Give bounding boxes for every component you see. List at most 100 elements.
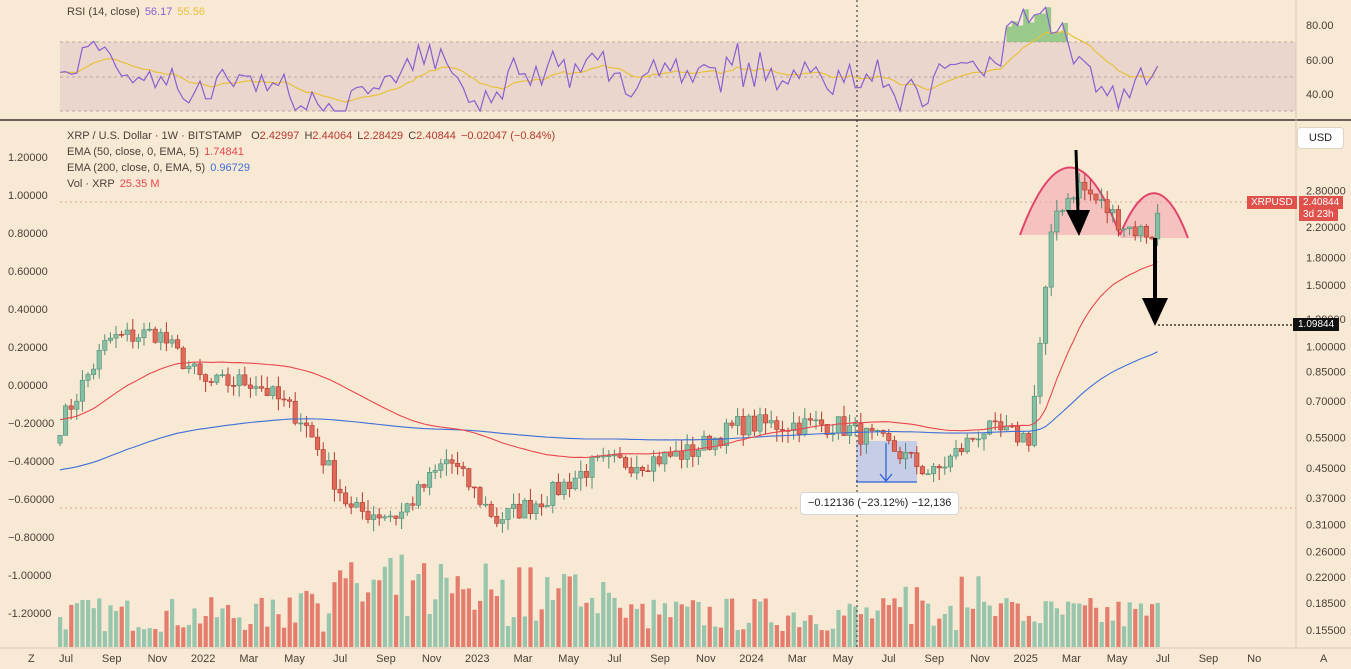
candle-body — [320, 449, 326, 466]
close-value: 2.40844 — [416, 130, 456, 142]
candle-body — [1138, 226, 1144, 237]
volume-bar — [310, 593, 315, 647]
volume-bar — [489, 589, 494, 647]
volume-bar — [164, 610, 169, 647]
volume-bar — [1021, 620, 1026, 647]
volume-bar — [153, 629, 158, 647]
volume-bar — [494, 596, 499, 647]
currency-button[interactable]: USD — [1297, 127, 1344, 149]
volume-bar — [226, 604, 231, 647]
volume-bar — [343, 578, 348, 647]
volume-bar — [567, 576, 572, 647]
volume-bar — [718, 627, 723, 647]
low-value: 2.28429 — [363, 130, 404, 142]
candle-body — [281, 398, 287, 401]
volume-bar — [1071, 603, 1076, 647]
ema50-label: EMA (50, close, 0, EMA, 5) — [67, 146, 200, 158]
candle-body — [309, 425, 315, 438]
rsi-value: 56.17 — [144, 6, 173, 18]
candle-body — [343, 492, 349, 505]
rsi-ma-value: 55.56 — [177, 6, 205, 18]
candle-body — [264, 387, 270, 396]
volume-bar — [976, 576, 981, 647]
volume-bar — [192, 608, 197, 647]
candle-body — [628, 467, 634, 474]
left-axis-tick: 0.20000 — [8, 342, 48, 354]
volume-bar — [584, 602, 589, 647]
right-axis-tick: 0.26000 — [1306, 546, 1346, 558]
volume-bar — [702, 625, 707, 647]
volume-bar — [920, 600, 925, 647]
volume-bar — [478, 600, 483, 647]
candle-body — [578, 471, 584, 479]
candle-body — [763, 414, 769, 424]
candle-body — [903, 452, 909, 460]
candle-body — [113, 334, 119, 339]
right-axis-tick: 0.22000 — [1306, 572, 1346, 584]
candle-body — [1155, 212, 1161, 240]
volume-bar — [517, 567, 522, 647]
candle-body — [802, 418, 808, 435]
candle-body — [651, 456, 657, 472]
volume-bar — [1094, 607, 1099, 647]
volume-bar — [674, 601, 679, 647]
candle-body — [494, 516, 500, 524]
volume-bar — [472, 609, 477, 647]
ema50-legend: EMA (50, close, 0, EMA, 5) 1.74841 — [67, 146, 246, 158]
volume-bar — [371, 579, 376, 647]
volume-bar — [758, 601, 763, 647]
volume-bar — [360, 601, 365, 647]
volume-bar — [220, 608, 225, 647]
volume-bar — [646, 628, 651, 647]
time-axis-corner-left[interactable]: Z — [28, 653, 35, 665]
target-price-badge: 1.09844 — [1293, 318, 1340, 331]
candle-body — [147, 328, 153, 331]
candle-body — [1132, 226, 1138, 237]
volume-bar — [730, 598, 735, 647]
rsi-axis-tick: 60.00 — [1306, 55, 1334, 67]
candle-body — [824, 424, 830, 435]
volume-bar — [830, 628, 835, 647]
volume-bar — [886, 605, 891, 647]
volume-bar — [668, 617, 673, 647]
volume-bar — [545, 576, 550, 647]
volume-bar — [349, 562, 354, 647]
volume-bar — [864, 607, 869, 647]
candle-body — [326, 460, 332, 466]
candle-body — [723, 422, 729, 446]
candle-body — [191, 363, 197, 367]
candle-body — [919, 466, 925, 475]
volume-bar — [114, 610, 119, 647]
candle-body — [617, 454, 623, 458]
candle-body — [690, 444, 696, 457]
rsi-legend: RSI (14, close) 56.17 55.56 — [67, 6, 207, 18]
candle-body — [410, 503, 416, 506]
volume-bar — [825, 630, 830, 647]
candle-body — [998, 421, 1004, 431]
candle-body — [1071, 197, 1077, 200]
candle-body — [550, 481, 556, 506]
candle-body — [455, 462, 461, 467]
time-axis-tick: Jul — [882, 653, 896, 665]
volume-bar — [634, 608, 639, 647]
candle-body — [572, 477, 578, 490]
candle-body — [315, 436, 321, 450]
volume-bar — [746, 622, 751, 647]
candle-body — [695, 449, 701, 457]
volume-bar — [270, 599, 275, 647]
candle-body — [1031, 395, 1037, 446]
time-axis-tick: Sep — [376, 653, 396, 665]
time-axis-tick: Sep — [102, 653, 122, 665]
candle-body — [791, 422, 797, 431]
candle-body — [348, 503, 354, 508]
volume-bar — [74, 603, 79, 647]
time-axis-tick: Sep — [1199, 653, 1219, 665]
candle-body — [443, 459, 449, 465]
candle-body — [421, 484, 427, 488]
volume-bar — [965, 607, 970, 647]
ema50-line — [59, 261, 1158, 459]
auto-scale-button[interactable]: A — [1320, 653, 1328, 665]
volume-bar — [69, 604, 74, 647]
right-axis-tick: 0.45000 — [1306, 463, 1346, 475]
